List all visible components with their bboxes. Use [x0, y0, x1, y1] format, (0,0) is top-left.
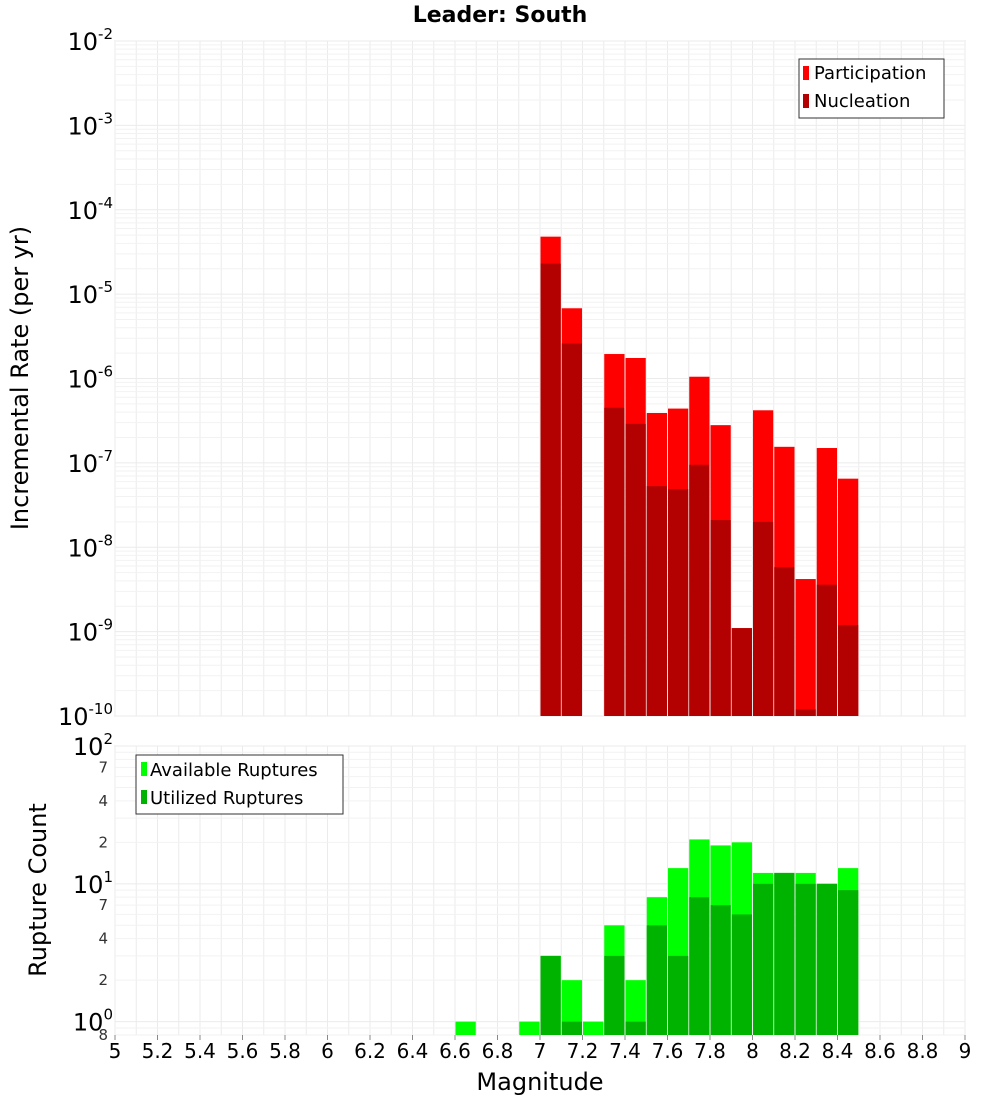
top-y-tick-label: 10-7: [67, 447, 113, 478]
available-ruptures-bar: [625, 980, 646, 1035]
available-ruptures-bar: [455, 1021, 476, 1035]
bottom-y-ticks: 100 101 102 8 2 4 7 2 4 7: [73, 730, 113, 1044]
bottom-y-minor-tick-label: 7: [98, 896, 108, 914]
utilized-ruptures-bar: [668, 955, 689, 1035]
bottom-legend: Available Ruptures Utilized Ruptures: [135, 754, 344, 815]
bottom-bars: [455, 839, 859, 1035]
nucleation-bar: [561, 343, 582, 716]
bottom-y-minor-tick-label: 2: [98, 971, 108, 989]
top-legend: Participation Nucleation: [798, 58, 945, 119]
top-legend-box: [798, 58, 945, 119]
x-tick-label: 5.4: [184, 1039, 216, 1063]
x-tick-label: 7.2: [567, 1039, 599, 1063]
available-ruptures-legend-label: Available Ruptures: [150, 760, 318, 781]
top-bars: [540, 236, 859, 716]
bottom-y-major-tick-label: 100: [73, 1006, 113, 1037]
x-tick-label: 7.8: [694, 1039, 726, 1063]
utilized-ruptures-bar: [838, 890, 859, 1035]
nucleation-bar: [731, 628, 752, 716]
top-y-tick-label: 10-4: [67, 194, 113, 225]
top-y-tick-label: 10-3: [67, 109, 113, 140]
x-tick-label: 7: [534, 1039, 547, 1063]
x-tick-label: 9: [959, 1039, 972, 1063]
x-tick-label: 8.2: [779, 1039, 811, 1063]
x-axis-ticks: 5 5.2 5.4 5.6 5.8 6 6.2 6.4 6.6 6.8 7 7.2 7.4 7.6 7.8 8…: [109, 1035, 972, 1063]
utilized-ruptures-bar: [561, 1021, 582, 1035]
top-y-tick-label: 10-6: [67, 363, 113, 394]
bottom-y-major-tick-label: 101: [73, 868, 113, 899]
utilized-ruptures-legend-swatch: [141, 790, 147, 804]
x-tick-label: 7.4: [609, 1039, 641, 1063]
nucleation-bar: [540, 263, 561, 716]
utilized-ruptures-bar: [689, 897, 710, 1035]
utilized-ruptures-legend-label: Utilized Ruptures: [150, 788, 303, 809]
x-tick-label: 6.8: [482, 1039, 514, 1063]
bottom-y-minor-tick-label: 2: [98, 833, 108, 851]
bottom-y-minor-tick-label: 4: [98, 792, 108, 810]
available-ruptures-bar: [561, 980, 582, 1035]
utilized-ruptures-bar: [774, 872, 795, 1035]
available-ruptures-bar: [583, 1021, 604, 1035]
nucleation-legend-swatch: [803, 94, 809, 108]
participation-bar: [795, 579, 816, 716]
bottom-y-minor-tick-label: 8: [98, 1026, 108, 1044]
x-tick-label: 7.6: [652, 1039, 684, 1063]
x-tick-label: 8: [746, 1039, 759, 1063]
x-tick-label: 8.8: [907, 1039, 939, 1063]
nucleation-bar: [753, 521, 774, 716]
chart-title: Leader: South: [413, 3, 588, 28]
x-tick-label: 6.2: [354, 1039, 386, 1063]
top-y-tick-label: 10-10: [58, 700, 113, 731]
top-y-tick-label: 10-9: [67, 616, 113, 647]
nucleation-bar: [668, 489, 689, 716]
x-tick-label: 6: [321, 1039, 334, 1063]
participation-legend-label: Participation: [814, 63, 926, 84]
top-y-tick-label: 10-2: [67, 25, 113, 56]
utilized-ruptures-bar: [604, 955, 625, 1035]
bottom-y-minor-tick-label: 4: [98, 930, 108, 948]
available-ruptures-bar: [519, 1021, 540, 1035]
x-tick-label: 8.6: [864, 1039, 896, 1063]
utilized-ruptures-bar: [795, 883, 816, 1035]
bottom-y-minor-tick-label: 7: [98, 758, 108, 776]
utilized-ruptures-bar: [540, 955, 561, 1035]
bottom-legend-box: [135, 754, 344, 815]
top-plot: 10-10 10-9 10-8 10-7 10-6 10-5 10-4 10-3 10-2 In…: [6, 25, 966, 731]
nucleation-bar: [646, 486, 667, 716]
utilized-ruptures-bar: [646, 925, 667, 1035]
top-y-tick-label: 10-5: [67, 278, 113, 309]
nucleation-bar: [838, 624, 859, 716]
bottom-y-major-tick-label: 102: [73, 730, 113, 761]
nucleation-bar: [774, 567, 795, 716]
available-ruptures-legend-swatch: [141, 762, 147, 776]
nucleation-legend-label: Nucleation: [814, 91, 910, 112]
utilized-ruptures-bar: [816, 883, 837, 1035]
utilized-ruptures-bar: [731, 914, 752, 1035]
nucleation-bar: [625, 423, 646, 716]
top-grid: [114, 40, 966, 717]
x-tick-label: 8.4: [822, 1039, 854, 1063]
bottom-y-axis-label: Rupture Count: [24, 803, 52, 977]
nucleation-bar: [604, 407, 625, 716]
nucleation-bar: [689, 464, 710, 716]
top-y-tick-label: 10-8: [67, 531, 113, 562]
nucleation-bar: [710, 520, 731, 716]
nucleation-bar: [795, 709, 816, 716]
utilized-ruptures-bar: [753, 883, 774, 1035]
x-tick-label: 6.4: [397, 1039, 429, 1063]
nucleation-bar: [816, 584, 837, 716]
x-tick-label: 5.8: [269, 1039, 301, 1063]
x-axis-label: Magnitude: [476, 1068, 603, 1096]
top-y-axis-label: Incremental Rate (per yr): [6, 226, 34, 530]
x-tick-label: 6.6: [439, 1039, 471, 1063]
utilized-ruptures-bar: [710, 905, 731, 1035]
utilized-ruptures-bar: [625, 1021, 646, 1035]
top-y-ticks: 10-10 10-9 10-8 10-7 10-6 10-5 10-4 10-3 10-2: [58, 25, 113, 731]
x-tick-label: 5.6: [227, 1039, 259, 1063]
bottom-plot: 100 101 102 8 2 4 7 2 4 7 Rupture Count Available…: [24, 730, 966, 1044]
x-tick-label: 5: [109, 1039, 122, 1063]
participation-legend-swatch: [803, 66, 809, 80]
x-tick-label: 5.2: [142, 1039, 174, 1063]
